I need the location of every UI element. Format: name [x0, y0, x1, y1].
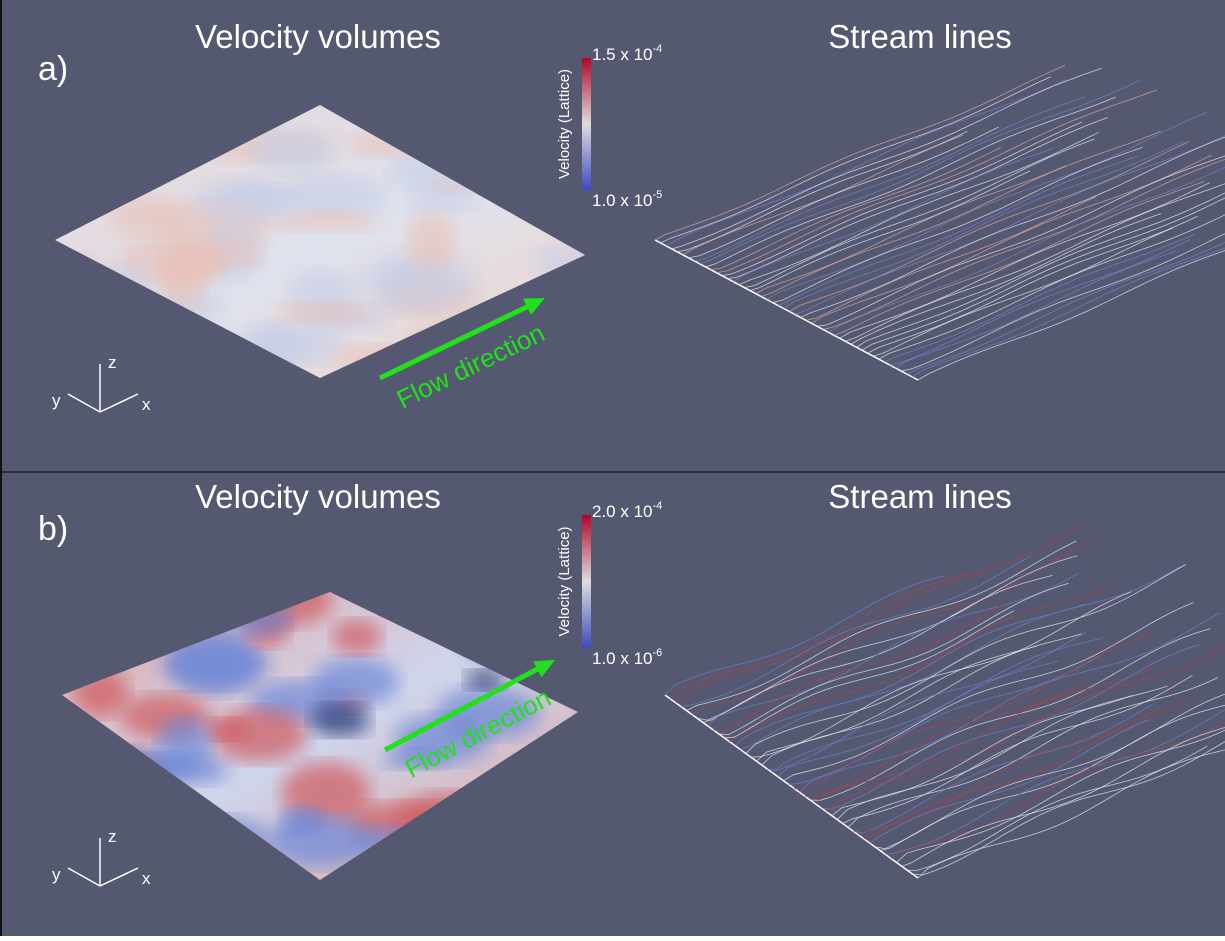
- panel-label: a): [38, 50, 68, 88]
- right-title: Stream lines: [828, 18, 1011, 55]
- panel-label: b): [38, 510, 68, 548]
- surface-patch: [273, 303, 373, 324]
- surface-patch: [313, 658, 399, 706]
- colorbar-label: 2.0 x 10-4: [592, 500, 662, 521]
- colorbar-mantissa: 1.5 x 10: [592, 45, 653, 64]
- colorbar: [582, 58, 591, 190]
- surface-patch: [157, 717, 212, 773]
- axis-y-label: y: [52, 391, 61, 410]
- colorbar-exponent: -5: [653, 189, 663, 201]
- surface-patch: [281, 806, 324, 836]
- surface-patch: [407, 212, 456, 272]
- colorbar-exponent: -6: [653, 647, 663, 659]
- colorbar-label: 1.5 x 10-4: [592, 43, 662, 64]
- left-title: Velocity volumes: [195, 18, 441, 55]
- axis-y-label: y: [52, 865, 61, 884]
- colorbar-title: Velocity (Lattice): [556, 526, 573, 636]
- axis-z-label: z: [108, 353, 117, 372]
- colorbar-label: 1.0 x 10-5: [592, 189, 662, 210]
- right-title: Stream lines: [828, 478, 1011, 515]
- axis-z-label: z: [108, 827, 117, 846]
- surface-dip: [310, 704, 370, 736]
- colorbar-label: 1.0 x 10-6: [592, 647, 662, 668]
- surface-patch: [251, 128, 333, 173]
- colorbar-exponent: -4: [653, 43, 663, 55]
- colorbar-title: Velocity (Lattice): [556, 69, 573, 179]
- axis-x-label: x: [142, 869, 151, 888]
- surface-patch: [211, 708, 307, 762]
- axis-x-label: x: [142, 395, 151, 414]
- colorbar-mantissa: 1.0 x 10: [592, 191, 653, 210]
- colorbar-mantissa: 2.0 x 10: [592, 502, 653, 521]
- colorbar-exponent: -4: [653, 500, 663, 512]
- surface-patch: [332, 619, 381, 654]
- left-title: Velocity volumes: [195, 478, 441, 515]
- surface-patch: [193, 178, 307, 221]
- colorbar-mantissa: 1.0 x 10: [592, 649, 653, 668]
- figure: a) Velocity volumes Stream lines Velocity (…: [0, 0, 1225, 936]
- colorbar: [582, 515, 591, 648]
